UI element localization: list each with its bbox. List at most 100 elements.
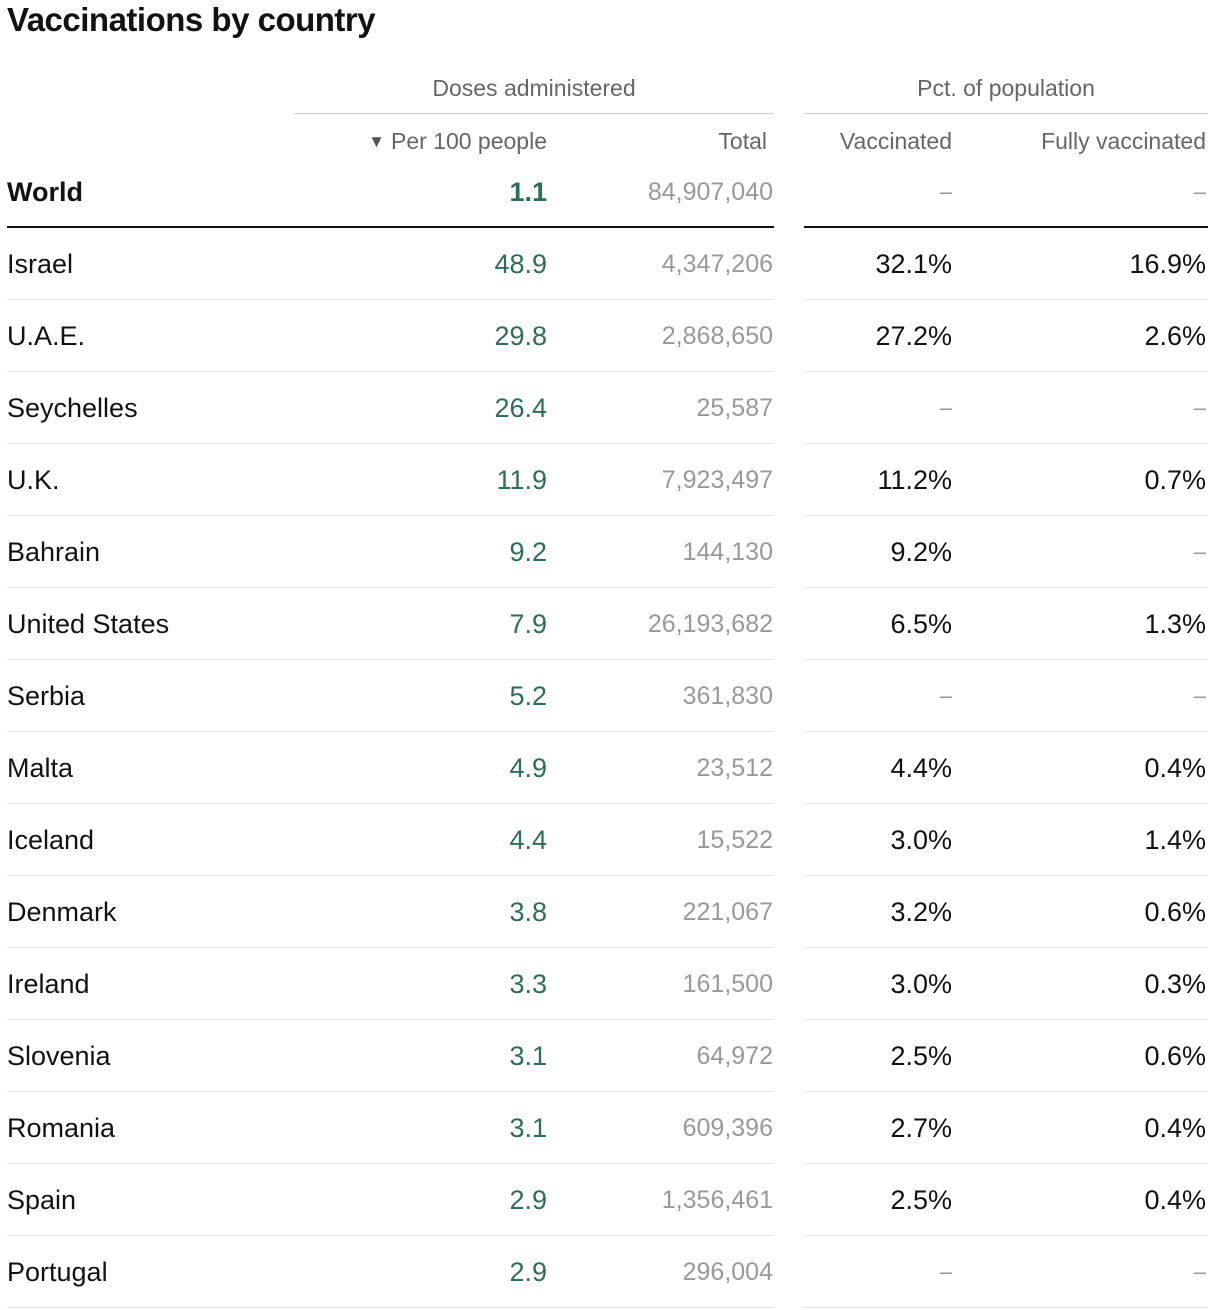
row-total: 161,500 [682, 970, 773, 998]
row-name: Serbia [7, 681, 86, 711]
row-fully-vaccinated: – [1193, 683, 1206, 708]
row-fully-vaccinated: 0.4% [1144, 753, 1206, 783]
row-name: Spain [7, 1185, 77, 1215]
row-per-100: 1.1 [509, 177, 547, 207]
row-divider [7, 803, 774, 804]
row-total: 64,972 [696, 1042, 773, 1070]
row-name: Denmark [7, 897, 117, 927]
row-divider [804, 299, 1208, 300]
group-header-doses: Doses administered [294, 72, 774, 114]
row-per-100: 3.1 [509, 1113, 547, 1143]
row-vaccinated: 6.5% [890, 609, 952, 639]
row-divider [804, 371, 1208, 372]
row-vaccinated: 2.5% [890, 1185, 952, 1215]
row-name: Israel [7, 249, 74, 279]
column-header-total[interactable]: Total [718, 128, 767, 154]
row-total: 26,193,682 [647, 610, 773, 638]
row-per-100: 2.9 [509, 1185, 547, 1215]
table-row: Iceland 4.4 15,522 3.0% 1.4% [0, 804, 1218, 876]
row-vaccinated: 3.0% [890, 969, 952, 999]
row-per-100: 26.4 [494, 393, 547, 423]
row-vaccinated: 2.7% [890, 1113, 952, 1143]
row-fully-vaccinated: 16.9% [1129, 249, 1206, 279]
row-divider [7, 1019, 774, 1020]
row-divider [7, 587, 774, 588]
row-name: U.A.E. [7, 321, 86, 351]
row-divider [7, 515, 774, 516]
table-row: United States 7.9 26,193,682 6.5% 1.3% [0, 588, 1218, 660]
row-divider [804, 587, 1208, 588]
row-name: U.K. [7, 465, 60, 495]
row-per-100: 4.4 [509, 825, 547, 855]
table-row: Romania 3.1 609,396 2.7% 0.4% [0, 1092, 1218, 1164]
row-fully-vaccinated: 0.4% [1144, 1185, 1206, 1215]
row-name: Seychelles [7, 393, 138, 423]
row-name: Ireland [7, 969, 90, 999]
row-divider [804, 659, 1208, 660]
row-fully-vaccinated: – [1193, 395, 1206, 420]
row-name: United States [7, 609, 170, 639]
row-total: 1,356,461 [661, 1186, 773, 1214]
table-row: Bahrain 9.2 144,130 9.2% – [0, 516, 1218, 588]
table-row: Israel 48.9 4,347,206 32.1% 16.9% [0, 228, 1218, 300]
table-row: Seychelles 26.4 25,587 – – [0, 372, 1218, 444]
column-header-per-100[interactable]: ▼ Per 100 people [368, 124, 547, 161]
row-divider [7, 947, 774, 948]
table-row: Spain 2.9 1,356,461 2.5% 0.4% [0, 1164, 1218, 1236]
row-fully-vaccinated: 1.3% [1144, 609, 1206, 639]
row-name: World [7, 177, 83, 207]
row-vaccinated: 9.2% [890, 537, 952, 567]
row-name: Iceland [7, 825, 95, 855]
row-divider [7, 299, 774, 300]
row-name: Malta [7, 753, 74, 783]
row-divider [7, 659, 774, 660]
row-divider [7, 1307, 774, 1308]
row-per-100: 3.8 [509, 897, 547, 927]
row-divider [804, 1163, 1208, 1164]
row-fully-vaccinated: 1.4% [1144, 825, 1206, 855]
sort-descending-icon: ▼ [368, 132, 385, 151]
row-divider [804, 947, 1208, 948]
row-divider [804, 1019, 1208, 1020]
column-header-vaccinated[interactable]: Vaccinated [839, 128, 952, 154]
row-total: 15,522 [696, 826, 773, 854]
row-divider [7, 1163, 774, 1164]
row-divider [804, 1091, 1208, 1092]
row-fully-vaccinated: 2.6% [1144, 321, 1206, 351]
row-name: Bahrain [7, 537, 101, 567]
row-total: 23,512 [696, 754, 773, 782]
row-fully-vaccinated: – [1193, 179, 1206, 204]
table-row: Portugal 2.9 296,004 – – [0, 1236, 1218, 1308]
row-per-100: 2.9 [509, 1257, 547, 1287]
row-per-100: 5.2 [509, 681, 547, 711]
column-header-fully-vaccinated[interactable]: Fully vaccinated [1041, 128, 1206, 154]
row-per-100: 48.9 [494, 249, 547, 279]
row-divider [7, 226, 774, 228]
row-total: 4,347,206 [661, 250, 773, 278]
row-fully-vaccinated: – [1193, 539, 1206, 564]
table-row: Denmark 3.8 221,067 3.2% 0.6% [0, 876, 1218, 948]
row-vaccinated: 27.2% [875, 321, 952, 351]
row-total: 2,868,650 [661, 322, 773, 350]
row-vaccinated: 3.2% [890, 897, 952, 927]
row-divider [7, 875, 774, 876]
row-vaccinated: – [939, 683, 952, 708]
row-total: 361,830 [682, 682, 773, 710]
row-vaccinated: 32.1% [875, 249, 952, 279]
row-divider [804, 803, 1208, 804]
row-per-100: 9.2 [509, 537, 547, 567]
row-divider [7, 371, 774, 372]
row-name: Romania [7, 1113, 116, 1143]
row-vaccinated: 4.4% [890, 753, 952, 783]
table-row: Malta 4.9 23,512 4.4% 0.4% [0, 732, 1218, 804]
row-vaccinated: 3.0% [890, 825, 952, 855]
row-total: 144,130 [682, 538, 773, 566]
table-row: U.A.E. 29.8 2,868,650 27.2% 2.6% [0, 300, 1218, 372]
page-title: Vaccinations by country [7, 1, 376, 38]
row-per-100: 4.9 [509, 753, 547, 783]
row-divider [7, 731, 774, 732]
row-divider [804, 443, 1208, 444]
world-row: World 1.1 84,907,040 – – [0, 156, 1218, 228]
row-fully-vaccinated: 0.6% [1144, 1041, 1206, 1071]
row-fully-vaccinated: 0.3% [1144, 969, 1206, 999]
